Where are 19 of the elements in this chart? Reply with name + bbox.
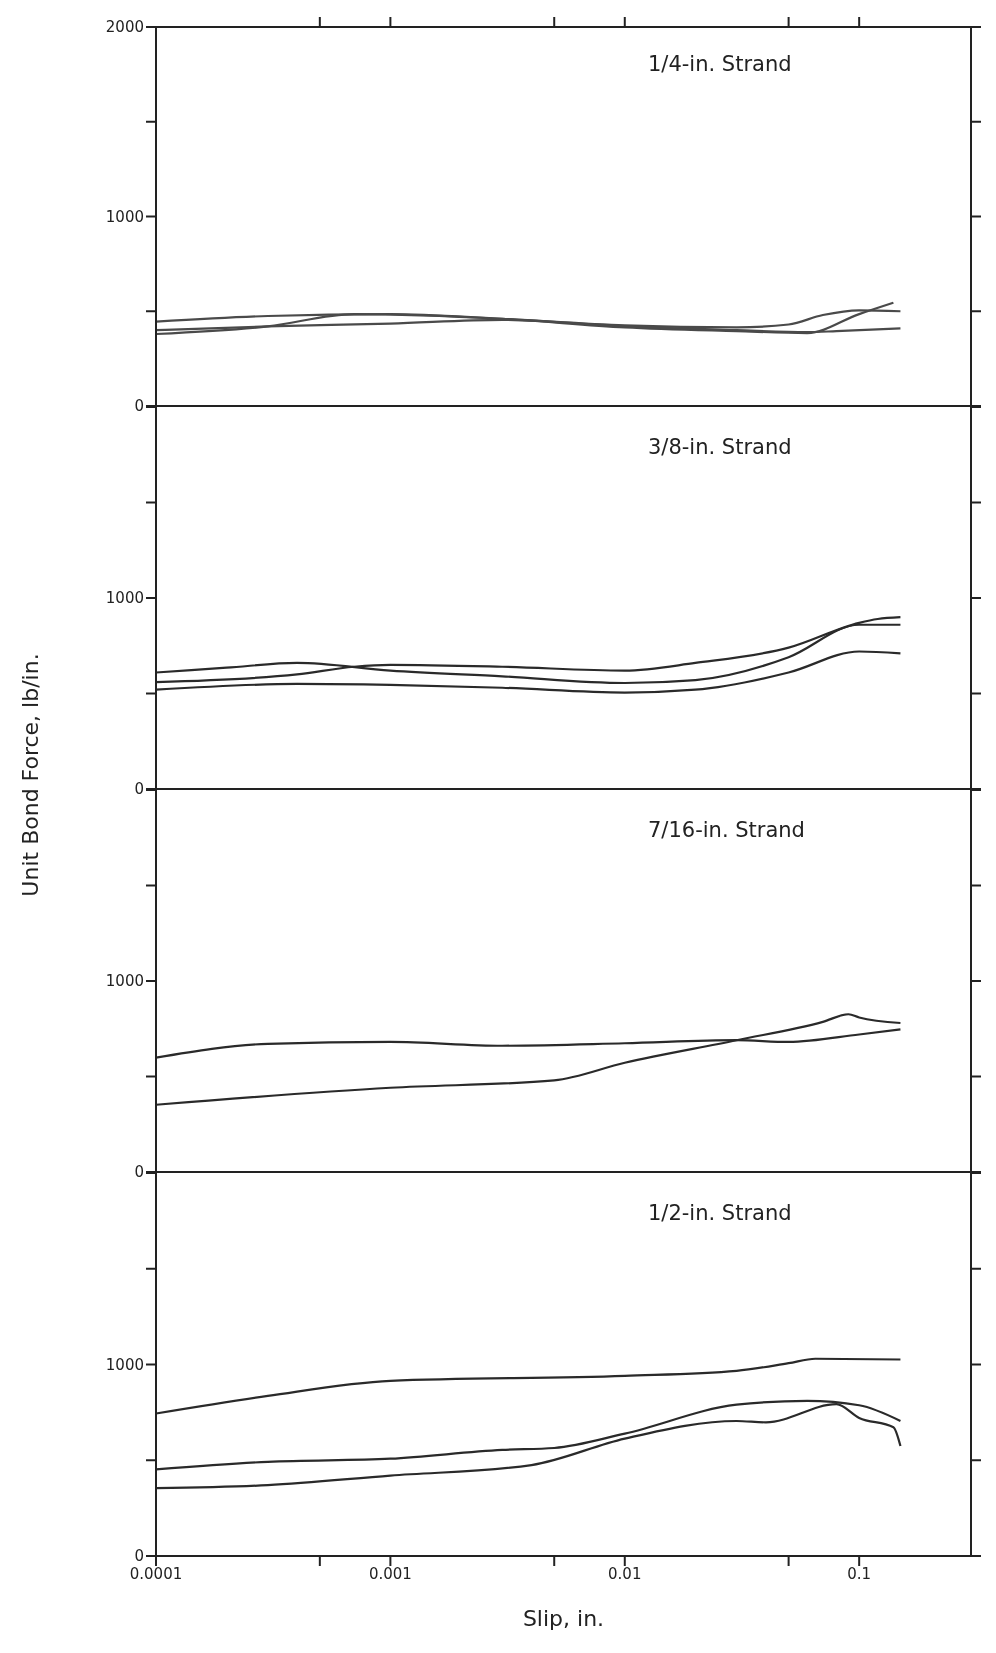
x-tick-label: 0.001	[368, 1564, 412, 1583]
text: 1/2-in. Strand	[648, 1201, 792, 1225]
x-tick-label: 0.1	[847, 1564, 872, 1583]
text: 3/8-in. Strand	[648, 435, 792, 459]
x-axis-title: Slip, in.	[522, 1606, 605, 1631]
y-tick-label: 1000	[105, 589, 144, 608]
text: 7/16-in. Strand	[648, 818, 805, 842]
y-tick-label: 0	[134, 397, 144, 416]
y-axis-title: Unit Bond Force, lb/in.	[17, 653, 43, 897]
y-tick-label: 0	[134, 780, 144, 799]
y-tick-label: 1000	[105, 207, 144, 226]
x-tick-label: 0.01	[608, 1564, 642, 1583]
y-tick-label: 1000	[105, 1355, 144, 1374]
x-tick-label: 0.0001	[129, 1564, 183, 1583]
y-tick-label: 0	[134, 1163, 144, 1182]
text: 1/4-in. Strand	[648, 52, 792, 76]
y-tick-label: 2000	[105, 18, 144, 37]
y-tick-label: 1000	[105, 972, 144, 991]
y-tick-label: 0	[134, 1547, 144, 1566]
